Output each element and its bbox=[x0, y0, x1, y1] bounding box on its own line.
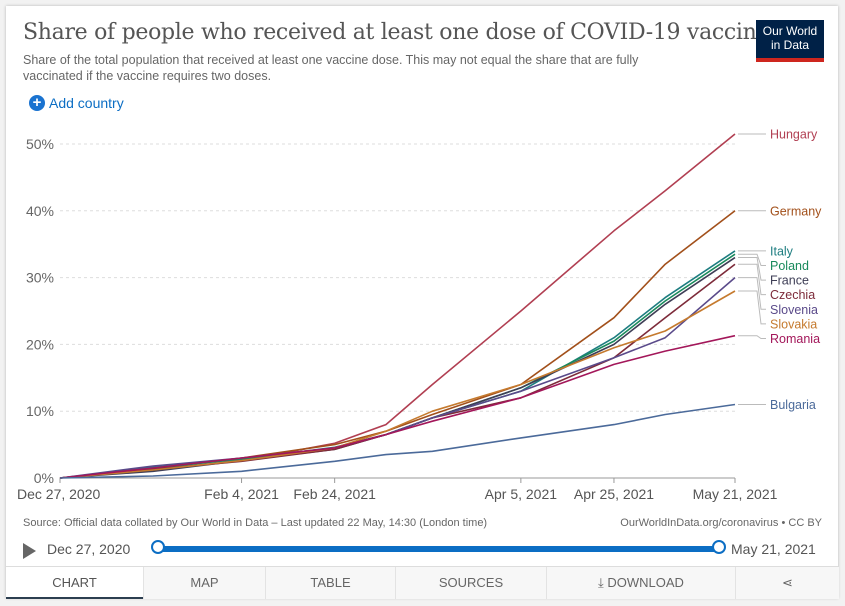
label-connector bbox=[738, 335, 766, 339]
series-label-romania: Romania bbox=[770, 332, 820, 346]
y-tick-label: 10% bbox=[26, 403, 54, 419]
series-line-slovenia bbox=[59, 276, 736, 479]
series-line-italy bbox=[59, 250, 736, 479]
plus-circle-icon: + bbox=[29, 95, 45, 111]
timeline-end-label: May 21, 2021 bbox=[731, 541, 816, 557]
x-tick-label: May 21, 2021 bbox=[693, 486, 778, 502]
series-line-bulgaria bbox=[59, 403, 736, 479]
series-line-slovakia bbox=[59, 290, 736, 479]
share-icon: ⋖ bbox=[782, 575, 793, 590]
series-line-romania bbox=[59, 334, 736, 479]
add-country-label: Add country bbox=[49, 95, 124, 111]
chart-card: Share of people who received at least on… bbox=[6, 6, 839, 599]
tab-sources[interactable]: SOURCES bbox=[395, 567, 546, 599]
play-icon[interactable] bbox=[23, 543, 36, 559]
tab-download[interactable]: ⤓ DOWNLOAD bbox=[546, 567, 735, 599]
timeline-start-handle[interactable] bbox=[151, 540, 165, 554]
share-button[interactable]: ⋖ bbox=[735, 567, 839, 599]
series-label-germany: Germany bbox=[770, 204, 822, 218]
x-tick-label: Apr 25, 2021 bbox=[574, 486, 654, 502]
y-tick-label: 20% bbox=[26, 336, 54, 352]
tab-chart[interactable]: CHART bbox=[6, 567, 143, 599]
timeline-end-handle[interactable] bbox=[712, 540, 726, 554]
label-connector bbox=[738, 253, 766, 266]
y-tick-label: 30% bbox=[26, 270, 54, 286]
owid-logo[interactable]: Our World in Data bbox=[756, 20, 824, 62]
series-line-france bbox=[59, 256, 736, 479]
label-connector bbox=[738, 277, 766, 310]
timeline-start-label: Dec 27, 2020 bbox=[47, 541, 131, 557]
tab-map[interactable]: MAP bbox=[143, 567, 265, 599]
series-label-italy: Italy bbox=[770, 244, 794, 258]
series-line-poland bbox=[59, 253, 736, 479]
chart-title: Share of people who received at least on… bbox=[23, 20, 770, 45]
series-label-czechia: Czechia bbox=[770, 288, 815, 302]
x-tick-label: Apr 5, 2021 bbox=[485, 486, 558, 502]
tab-table[interactable]: TABLE bbox=[265, 567, 395, 599]
add-country-button[interactable]: + Add country bbox=[29, 95, 124, 111]
y-tick-label: 0% bbox=[34, 470, 54, 486]
license-link[interactable]: OurWorldInData.org/coronavirus • CC BY bbox=[620, 517, 822, 529]
y-tick-label: 40% bbox=[26, 203, 54, 219]
series-label-slovakia: Slovakia bbox=[770, 317, 817, 331]
download-icon: ⤓ bbox=[598, 575, 608, 590]
series-label-bulgaria: Bulgaria bbox=[770, 398, 816, 412]
series-label-france: France bbox=[770, 274, 809, 288]
series-label-slovenia: Slovenia bbox=[770, 303, 818, 317]
series-label-hungary: Hungary bbox=[770, 127, 818, 141]
label-connector bbox=[738, 257, 766, 281]
source-note: Source: Official data collated by Our Wo… bbox=[23, 517, 488, 529]
x-tick-label: Feb 24, 2021 bbox=[293, 486, 376, 502]
x-tick-label: Feb 4, 2021 bbox=[204, 486, 279, 502]
timeline: Dec 27, 2020 May 21, 2021 bbox=[23, 539, 823, 561]
label-connector bbox=[738, 290, 766, 325]
line-chart: 0% 10% 20% 30% 40% 50% Dec 27, 2020 Feb 4, 2021… bbox=[17, 127, 822, 502]
series-label-poland: Poland bbox=[770, 259, 809, 273]
tab-bar: CHART MAP TABLE SOURCES ⤓ DOWNLOAD ⋖ bbox=[6, 566, 839, 599]
label-connector bbox=[738, 263, 766, 296]
y-tick-label: 50% bbox=[26, 136, 54, 152]
timeline-track[interactable] bbox=[158, 546, 718, 552]
x-tick-label: Dec 27, 2020 bbox=[17, 486, 100, 502]
chart-subtitle: Share of the total population that recei… bbox=[23, 53, 639, 83]
